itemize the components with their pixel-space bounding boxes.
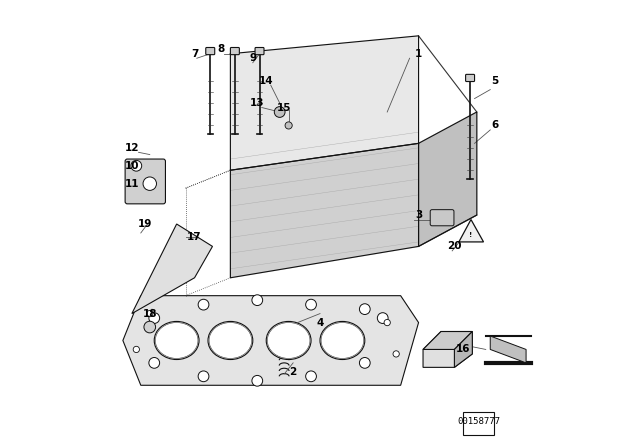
Text: 2: 2 (289, 367, 297, 377)
Text: 5: 5 (491, 76, 499, 86)
Circle shape (306, 299, 316, 310)
Text: 00158777: 00158777 (458, 417, 500, 426)
FancyBboxPatch shape (206, 47, 215, 55)
Circle shape (144, 321, 156, 333)
Circle shape (198, 371, 209, 382)
Text: 14: 14 (259, 76, 273, 86)
Ellipse shape (154, 322, 199, 359)
FancyBboxPatch shape (230, 47, 239, 55)
Circle shape (252, 295, 262, 306)
Text: 16: 16 (456, 345, 470, 354)
Circle shape (384, 319, 390, 326)
FancyBboxPatch shape (255, 47, 264, 55)
Text: 10: 10 (125, 161, 139, 171)
Circle shape (143, 177, 157, 190)
FancyBboxPatch shape (125, 159, 165, 204)
Polygon shape (419, 112, 477, 246)
Text: 6: 6 (491, 121, 499, 130)
Circle shape (378, 313, 388, 323)
Text: 13: 13 (250, 98, 264, 108)
Text: 12: 12 (125, 143, 139, 153)
Polygon shape (423, 332, 472, 367)
Text: 4: 4 (316, 318, 324, 327)
Text: 15: 15 (277, 103, 291, 112)
Circle shape (275, 107, 285, 117)
Polygon shape (230, 143, 419, 278)
Text: 9: 9 (249, 53, 257, 63)
Text: 7: 7 (191, 49, 198, 59)
Ellipse shape (208, 322, 253, 359)
Polygon shape (490, 336, 526, 363)
Text: 1: 1 (415, 49, 422, 59)
Circle shape (149, 313, 159, 323)
Circle shape (252, 375, 262, 386)
Text: 17: 17 (188, 233, 202, 242)
Text: 11: 11 (125, 179, 139, 189)
Polygon shape (230, 36, 419, 170)
FancyBboxPatch shape (466, 74, 475, 82)
Text: 3: 3 (415, 210, 422, 220)
FancyBboxPatch shape (430, 210, 454, 226)
Ellipse shape (266, 322, 311, 359)
Text: 18: 18 (143, 309, 157, 319)
Circle shape (131, 160, 141, 171)
Polygon shape (454, 332, 472, 367)
Text: 19: 19 (138, 219, 152, 229)
Circle shape (393, 351, 399, 357)
Polygon shape (423, 332, 472, 349)
Polygon shape (459, 220, 484, 242)
Bar (463, 412, 494, 435)
Circle shape (360, 304, 370, 314)
Circle shape (149, 358, 159, 368)
Circle shape (360, 358, 370, 368)
Text: 8: 8 (218, 44, 225, 54)
Text: 20: 20 (447, 241, 461, 251)
Circle shape (133, 346, 140, 353)
Ellipse shape (320, 322, 365, 359)
Polygon shape (123, 296, 419, 385)
Circle shape (285, 122, 292, 129)
Circle shape (198, 299, 209, 310)
Text: !: ! (469, 233, 472, 238)
Circle shape (147, 310, 153, 317)
Polygon shape (132, 224, 212, 314)
Circle shape (306, 371, 316, 382)
